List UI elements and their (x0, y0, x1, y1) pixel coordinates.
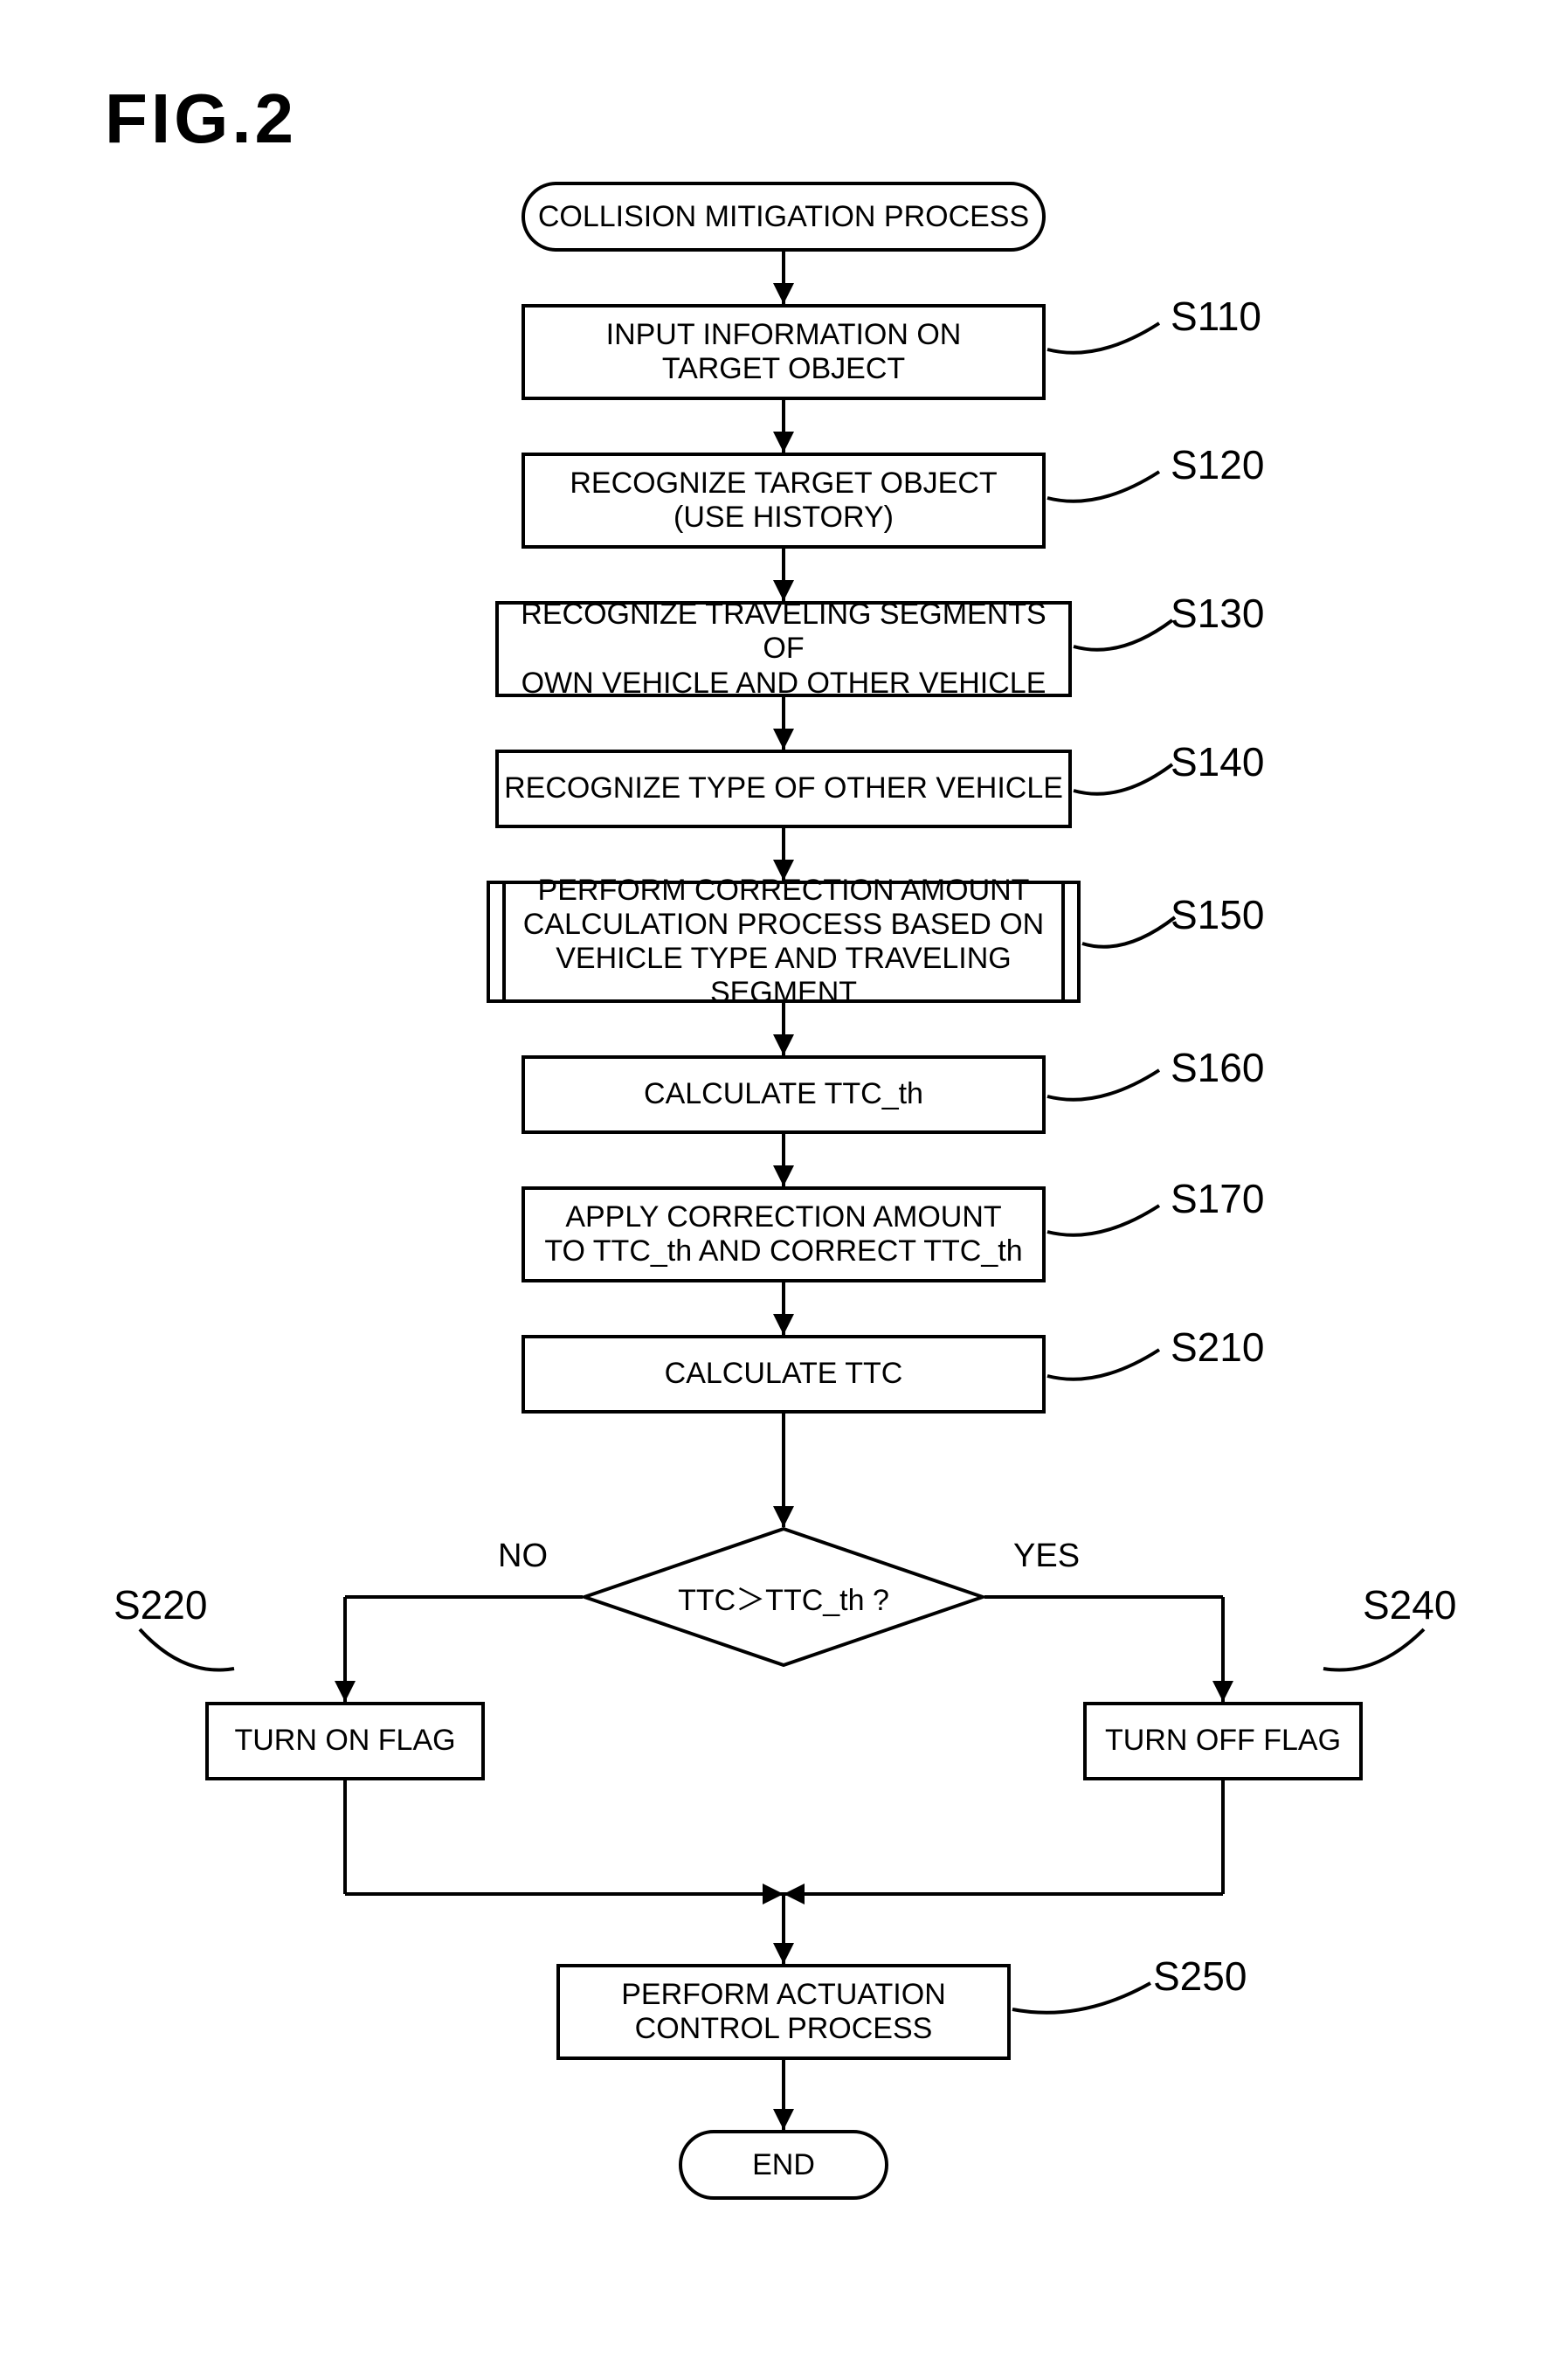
process-s240: TURN OFF FLAG (1083, 1702, 1363, 1780)
terminator-end-text: END (752, 2148, 815, 2182)
step-label-s140: S140 (1171, 738, 1264, 785)
step-label-s150: S150 (1171, 891, 1264, 938)
process-s120-text: RECOGNIZE TARGET OBJECT (USE HISTORY) (570, 467, 997, 535)
step-label-s120: S120 (1171, 441, 1264, 488)
process-s250: PERFORM ACTUATION CONTROL PROCESS (556, 1964, 1011, 2060)
step-label-s240: S240 (1363, 1581, 1456, 1628)
leader-s220 (131, 1621, 253, 1682)
step-label-s250: S250 (1153, 1953, 1247, 2000)
leader-s240 (1315, 1621, 1437, 1682)
process-s170-text: APPLY CORRECTION AMOUNT TO TTC_th AND CO… (544, 1200, 1022, 1268)
process-s130-text: RECOGNIZE TRAVELING SEGMENTS OF OWN VEHI… (499, 598, 1068, 700)
process-s110-text: INPUT INFORMATION ON TARGET OBJECT (606, 318, 962, 386)
process-s140: RECOGNIZE TYPE OF OTHER VEHICLE (495, 750, 1072, 828)
step-label-s130: S130 (1171, 590, 1264, 637)
terminator-start: COLLISION MITIGATION PROCESS (522, 182, 1046, 252)
process-s220: TURN ON FLAG (205, 1702, 485, 1780)
process-s160: CALCULATE TTC_th (522, 1055, 1046, 1134)
branch-label-no: NO (498, 1538, 548, 1575)
step-label-s220: S220 (114, 1581, 207, 1628)
step-label-s210: S210 (1171, 1324, 1264, 1371)
decision-ttc: TTC＞TTC_th ? (583, 1527, 984, 1667)
process-s210: CALCULATE TTC (522, 1335, 1046, 1414)
terminator-start-text: COLLISION MITIGATION PROCESS (538, 200, 1029, 234)
subprocess-s150: PERFORM CORRECTION AMOUNT CALCULATION PR… (487, 881, 1081, 1003)
terminator-end: END (679, 2130, 888, 2200)
step-label-s160: S160 (1171, 1044, 1264, 1091)
process-s170: APPLY CORRECTION AMOUNT TO TTC_th AND CO… (522, 1186, 1046, 1282)
process-s140-text: RECOGNIZE TYPE OF OTHER VEHICLE (504, 771, 1063, 805)
page: FIG.2 (0, 0, 1568, 2371)
subprocess-s150-text: PERFORM CORRECTION AMOUNT CALCULATION PR… (520, 874, 1047, 1010)
process-s160-text: CALCULATE TTC_th (644, 1077, 923, 1111)
process-s220-text: TURN ON FLAG (234, 1724, 455, 1758)
process-s240-text: TURN OFF FLAG (1105, 1724, 1341, 1758)
step-label-s170: S170 (1171, 1175, 1264, 1222)
process-s130: RECOGNIZE TRAVELING SEGMENTS OF OWN VEHI… (495, 601, 1072, 697)
process-s110: INPUT INFORMATION ON TARGET OBJECT (522, 304, 1046, 400)
branch-label-yes: YES (1013, 1538, 1080, 1575)
decision-ttc-text: TTC＞TTC_th ? (678, 1576, 889, 1619)
process-s210-text: CALCULATE TTC (665, 1357, 903, 1391)
process-s250-text: PERFORM ACTUATION CONTROL PROCESS (621, 1978, 946, 2046)
step-label-s110: S110 (1171, 293, 1261, 340)
process-s120: RECOGNIZE TARGET OBJECT (USE HISTORY) (522, 453, 1046, 549)
